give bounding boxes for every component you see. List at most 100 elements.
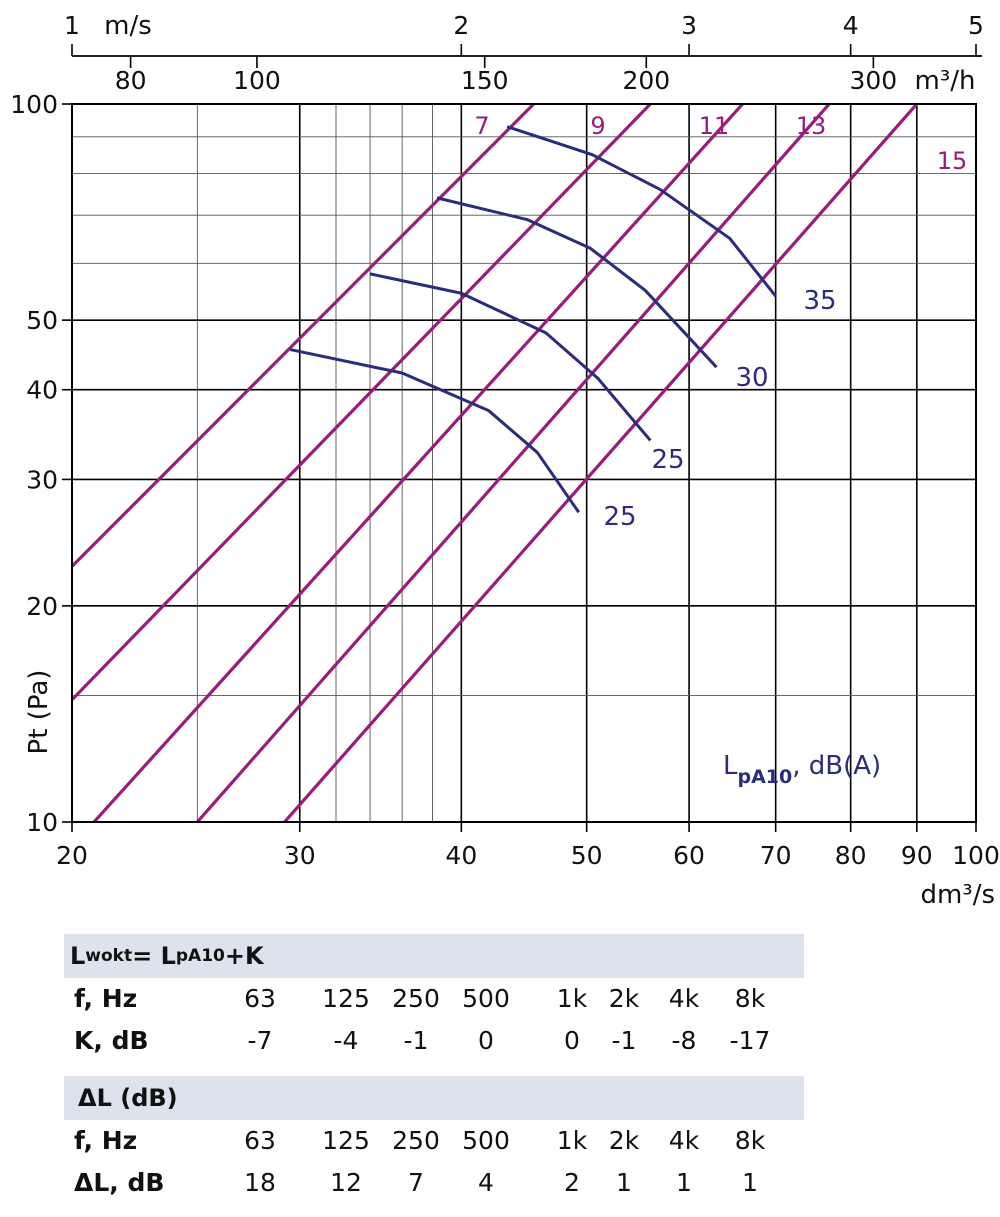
flow-tick-label: 150 <box>461 66 509 95</box>
delta-l-title: ΔL (dB) <box>78 1084 178 1112</box>
damper-line-label: 11 <box>699 112 730 140</box>
flow-tick-label: 80 <box>115 66 147 95</box>
freq-cell: 1k <box>556 984 588 1013</box>
y-tick-label: 40 <box>26 376 58 405</box>
k-freq-label: f, Hz <box>74 984 138 1013</box>
damper-line <box>195 104 832 822</box>
flow-unit: m³/h <box>915 66 976 96</box>
x-tick-label: 20 <box>56 841 88 870</box>
flow-tick-label: 200 <box>622 66 670 95</box>
x-tick-label: 80 <box>835 841 867 870</box>
k-cell: -7 <box>247 1026 273 1055</box>
damper-line-label: 13 <box>796 112 827 140</box>
dl-cell: 4 <box>478 1168 494 1197</box>
plot-frame <box>71 103 977 823</box>
velocity-unit: m/s <box>104 11 152 41</box>
k-value-label: K, dB <box>74 1026 149 1055</box>
freq-cell: 4k <box>668 984 700 1013</box>
damper-line <box>72 104 536 569</box>
formula-l1: L <box>70 942 86 970</box>
freq-cell: 250 <box>392 1126 440 1155</box>
freq-cell: 250 <box>392 984 440 1013</box>
freq-cell: 125 <box>322 1126 370 1155</box>
x-tick-label: 100 <box>952 841 1000 870</box>
y-tick-label: 20 <box>26 592 58 621</box>
y-axis-title: Pt (Pa) <box>24 670 54 755</box>
sound-level-label: 25 <box>603 502 636 532</box>
sound-level-label: 30 <box>735 363 768 393</box>
formula-mid: = L <box>132 942 176 970</box>
sound-level-curve <box>289 348 580 514</box>
dl-freq-row: f, Hz 63 125 250 500 1k 2k 4k 8k <box>64 1120 804 1162</box>
freq-cell: 500 <box>462 1126 510 1155</box>
labels: 7 9 11 13 15 35 30 25 25 LpA10, dB(A) <box>474 112 967 788</box>
sound-level-label: 35 <box>803 286 836 316</box>
k-cell: -1 <box>611 1026 637 1055</box>
velocity-tick-label: 2 <box>453 11 469 40</box>
flow-tick-label: 100 <box>233 66 281 95</box>
k-cell: -1 <box>403 1026 429 1055</box>
x-tick-label: 70 <box>760 841 792 870</box>
sound-level-curve <box>369 272 652 442</box>
dl-cell: 1 <box>742 1168 758 1197</box>
x-tick-label: 90 <box>901 841 933 870</box>
y-tick-label: 50 <box>26 306 58 335</box>
sound-level-curves <box>289 125 777 514</box>
dl-cell: 7 <box>408 1168 424 1197</box>
k-value-row: K, dB -7 -4 -1 0 0 -1 -8 -17 <box>64 1020 804 1062</box>
damper-line <box>91 104 745 822</box>
y-tick-label: 100 <box>10 90 58 119</box>
dl-cell: 12 <box>330 1168 362 1197</box>
freq-cell: 4k <box>668 1126 700 1155</box>
delta-l-band: ΔL (dB) <box>64 1076 804 1120</box>
dl-cell: 1 <box>616 1168 632 1197</box>
freq-cell: 63 <box>244 984 276 1013</box>
freq-cell: 2k <box>608 984 640 1013</box>
k-cell: 0 <box>478 1026 494 1055</box>
x-tick-label: 40 <box>445 841 477 870</box>
dl-freq-label: f, Hz <box>74 1126 138 1155</box>
sound-level-curve <box>436 196 718 369</box>
freq-cell: 8k <box>734 984 766 1013</box>
sound-legend-label: LpA10, dB(A) <box>723 751 881 788</box>
velocity-tick-label: 5 <box>968 11 984 40</box>
formula-sub1: wokt <box>85 946 133 966</box>
k-cell: -8 <box>671 1026 697 1055</box>
dl-cell: 18 <box>244 1168 276 1197</box>
dl-cell: 2 <box>564 1168 580 1197</box>
damper-lines <box>72 104 919 822</box>
x-tick-label: 50 <box>571 841 603 870</box>
freq-cell: 8k <box>734 1126 766 1155</box>
y-tick-label: 30 <box>26 465 58 494</box>
x-tick-label: 60 <box>673 841 705 870</box>
velocity-tick-label: 4 <box>843 11 859 40</box>
axes: 20 30 40 50 60 70 80 90 100 dm³/s 10 20 30 40 50 100 Pt … <box>10 11 1000 910</box>
k-freq-row: f, Hz 63 125 250 500 1k 2k 4k 8k <box>64 978 804 1020</box>
freq-cell: 500 <box>462 984 510 1013</box>
damper-line-label: 7 <box>474 112 489 140</box>
y-tick-label: 10 <box>26 808 58 837</box>
sound-level-label: 25 <box>651 445 684 475</box>
freq-cell: 2k <box>608 1126 640 1155</box>
flow-tick-label: 300 <box>850 66 898 95</box>
k-cell: 0 <box>564 1026 580 1055</box>
freq-cell: 63 <box>244 1126 276 1155</box>
k-cell: -4 <box>333 1026 359 1055</box>
k-cell: -17 <box>729 1026 771 1055</box>
formula-sub2: pA10 <box>175 946 225 966</box>
dl-value-label: ΔL, dB <box>74 1168 165 1197</box>
x-tick-label: 30 <box>284 841 316 870</box>
dl-value-row: ΔL, dB 18 12 7 4 2 1 1 1 <box>64 1162 804 1204</box>
damper-line <box>72 104 653 703</box>
formula-end: +K <box>224 942 264 970</box>
dl-cell: 1 <box>676 1168 692 1197</box>
grid <box>72 104 976 822</box>
sound-level-curve <box>506 125 777 298</box>
damper-line-label: 9 <box>590 112 605 140</box>
velocity-tick-label: 3 <box>681 11 697 40</box>
velocity-tick-label: 1 <box>64 11 80 40</box>
freq-cell: 1k <box>556 1126 588 1155</box>
freq-cell: 125 <box>322 984 370 1013</box>
